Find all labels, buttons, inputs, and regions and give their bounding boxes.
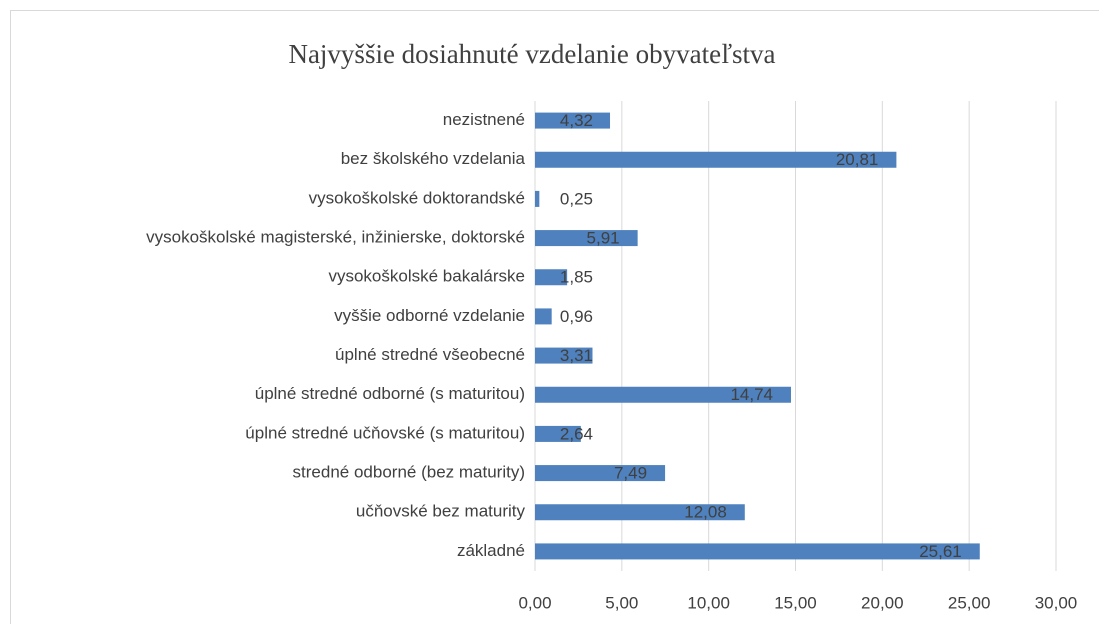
y-tick-label: vysokoškolské bakalárske: [328, 267, 525, 286]
x-tick-label: 0,00: [518, 593, 551, 612]
x-tick-label: 30,00: [1035, 593, 1078, 612]
data-label: 25,61: [919, 542, 962, 561]
bar: [535, 151, 897, 168]
bar: [535, 230, 638, 247]
y-tick-label: stredné odborné (bez maturity): [293, 463, 525, 482]
chart-title: Najvyššie dosiahnuté vzdelanie obyvateľs…: [288, 39, 775, 69]
data-label: 5,91: [587, 229, 620, 248]
x-tick-label: 20,00: [861, 593, 904, 612]
data-label: 20,81: [836, 150, 879, 169]
y-tick-label: vysokoškolské magisterské, inžinierske, …: [146, 228, 525, 247]
bar: [535, 269, 568, 286]
data-label: 0,25: [560, 189, 593, 208]
data-label: 2,64: [560, 424, 593, 443]
bar: [535, 112, 611, 129]
y-tick-label: úplné stredné všeobecné: [335, 345, 525, 364]
y-tick-label: nezistnené: [443, 110, 525, 129]
y-tick-label: úplné stredné učňovské (s maturitou): [245, 423, 525, 442]
chart-border: [10, 10, 1099, 624]
data-label: 3,31: [560, 346, 593, 365]
y-tick-label: vyššie odborné vzdelanie: [334, 306, 525, 325]
y-tick-label: bez školského vzdelania: [341, 149, 526, 168]
bar: [535, 308, 552, 325]
data-label: 1,85: [560, 268, 593, 287]
bar: [535, 465, 666, 482]
bar: [535, 425, 581, 442]
x-tick-label: 5,00: [605, 593, 638, 612]
data-label: 4,32: [560, 111, 593, 130]
bar: [535, 190, 540, 207]
data-label: 12,08: [684, 503, 727, 522]
y-tick-label: úplné stredné odborné (s maturitou): [255, 384, 525, 403]
data-label: 0,96: [560, 307, 593, 326]
bar: [535, 347, 593, 364]
bar: [535, 504, 745, 521]
bar: [535, 543, 980, 560]
bar: [535, 386, 791, 403]
y-tick-label: základné: [457, 541, 525, 560]
x-tick-label: 10,00: [687, 593, 730, 612]
y-tick-label: učňovské bez maturity: [356, 502, 526, 521]
x-tick-label: 15,00: [774, 593, 817, 612]
data-label: 7,49: [614, 464, 647, 483]
y-tick-label: vysokoškolské doktorandské: [309, 188, 525, 207]
data-label: 14,74: [730, 385, 773, 404]
x-tick-label: 25,00: [948, 593, 991, 612]
